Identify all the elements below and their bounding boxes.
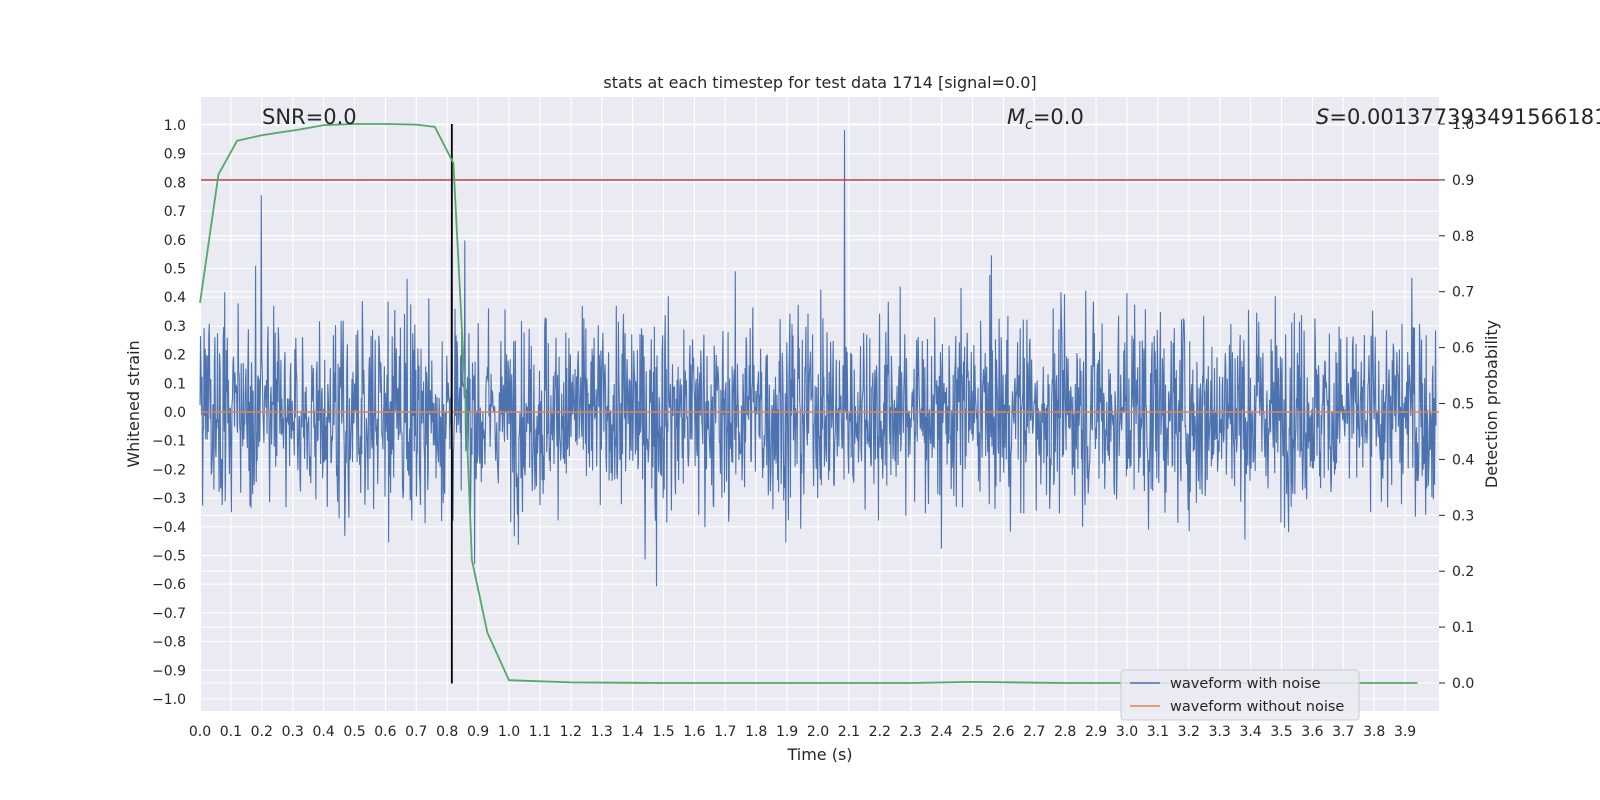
x-tick-label: 2.1	[838, 724, 860, 740]
y-tick-label: 0.9	[164, 147, 186, 163]
mc-symbol: M	[1007, 105, 1025, 129]
y-tick-label: −0.2	[152, 462, 186, 478]
x-tick-label: 1.5	[652, 724, 674, 740]
x-tick-label: 0.5	[343, 724, 365, 740]
y2-tick-label: 0.7	[1452, 285, 1474, 301]
x-tick-labels: 0.0 0.1 0.2 0.3 0.4 0.5 0.6 0.7 0.8 0.9 1.0 1.1 1.2 1…	[189, 724, 1416, 740]
y2-tick-label: 0.5	[1452, 397, 1474, 413]
x-tick-label: 1.7	[714, 724, 736, 740]
mc-annotation: Mc=0.0	[1007, 105, 1084, 133]
x-tick-label: 3.2	[1178, 724, 1200, 740]
y-tick-labels: 1.0 0.9 0.8 0.7 0.6 0.5 0.4 0.3 0.2 0.1 0.0 −0.1 −0.…	[152, 118, 186, 708]
y2-tick-labels: 1.00.90.80.70.60.50.40.30.20.10.0	[1439, 117, 1474, 692]
x-tick-label: 0.4	[312, 724, 334, 740]
x-tick-label: 2.3	[900, 724, 922, 740]
x-tick-label: 2.0	[807, 724, 829, 740]
y-tick-label: −0.7	[152, 606, 186, 622]
x-tick-label: 1.0	[498, 724, 520, 740]
x-tick-label: 2.2	[869, 724, 891, 740]
x-tick-label: 3.6	[1301, 724, 1323, 740]
y2-tick-label: 0.8	[1452, 229, 1474, 245]
y-tick-label: 0.2	[164, 348, 186, 364]
y2-tick-label: 0.3	[1452, 508, 1474, 524]
x-tick-label: 1.8	[745, 724, 767, 740]
y-tick-label: 0.3	[164, 319, 186, 335]
x-tick-label: 1.1	[529, 724, 551, 740]
y-tick-label: −0.9	[152, 663, 186, 679]
y-tick-label: 0.0	[164, 405, 186, 421]
x-tick-label: 2.9	[1085, 724, 1107, 740]
s-symbol: S	[1316, 105, 1329, 129]
y2-tick-label: 0.1	[1452, 620, 1474, 636]
x-tick-label: 0.8	[436, 724, 458, 740]
x-tick-label: 1.9	[776, 724, 798, 740]
x-tick-label: 1.3	[591, 724, 613, 740]
y-tick-label: −0.4	[152, 520, 186, 536]
y-tick-label: 0.4	[164, 290, 186, 306]
y-tick-label: −0.5	[152, 549, 186, 565]
y-tick-label: 0.1	[164, 376, 186, 392]
x-tick-label: 3.4	[1239, 724, 1261, 740]
legend: waveform with noise waveform without noi…	[1121, 670, 1359, 720]
x-tick-label: 3.1	[1147, 724, 1169, 740]
x-tick-label: 2.8	[1054, 724, 1076, 740]
y-tick-label: −0.1	[152, 434, 186, 450]
x-tick-label: 2.4	[930, 724, 952, 740]
s-value: =0.0013773934915661812	[1329, 105, 1600, 129]
x-tick-label: 2.7	[1023, 724, 1045, 740]
x-tick-label: 1.6	[683, 724, 705, 740]
x-tick-label: 3.8	[1363, 724, 1385, 740]
y2-axis-label: Detection probability	[1482, 320, 1501, 488]
x-tick-label: 3.3	[1209, 724, 1231, 740]
y2-tick-label: 0.4	[1452, 452, 1474, 468]
x-tick-label: 1.2	[560, 724, 582, 740]
y2-tick-label: 0.0	[1452, 676, 1474, 692]
y-tick-label: 0.7	[164, 204, 186, 220]
x-tick-label: 2.5	[961, 724, 983, 740]
x-tick-label: 3.9	[1394, 724, 1416, 740]
y-tick-label: 0.6	[164, 233, 186, 249]
y-tick-label: 0.5	[164, 262, 186, 278]
y2-tick-label: 0.2	[1452, 564, 1474, 580]
y-tick-label: −1.0	[152, 692, 186, 708]
x-tick-label: 3.0	[1116, 724, 1138, 740]
y-tick-label: −0.6	[152, 577, 186, 593]
x-tick-label: 3.7	[1332, 724, 1354, 740]
chart-title: stats at each timestep for test data 171…	[603, 73, 1036, 92]
x-tick-label: 0.1	[220, 724, 242, 740]
x-axis-label: Time (s)	[786, 745, 852, 764]
y2-tick-label: 0.9	[1452, 173, 1474, 189]
y2-tick-label: 0.6	[1452, 341, 1474, 357]
x-tick-label: 0.7	[405, 724, 427, 740]
s-annotation: S=0.0013773934915661812	[1316, 105, 1600, 129]
x-tick-label: 0.0	[189, 724, 211, 740]
legend-label-noise: waveform with noise	[1170, 676, 1321, 692]
y-tick-label: 1.0	[164, 118, 186, 134]
x-tick-label: 0.6	[374, 724, 396, 740]
mc-value: =0.0	[1033, 105, 1084, 129]
y-tick-label: 0.8	[164, 175, 186, 191]
legend-label-clean: waveform without noise	[1170, 699, 1344, 715]
y-tick-label: −0.8	[152, 635, 186, 651]
x-tick-label: 0.3	[282, 724, 304, 740]
y-tick-label: −0.3	[152, 491, 186, 507]
x-tick-label: 3.5	[1270, 724, 1292, 740]
x-tick-label: 0.2	[251, 724, 273, 740]
chart: 0.0 0.1 0.2 0.3 0.4 0.5 0.6 0.7 0.8 0.9 1.0 1.1 1.2 1…	[0, 0, 1600, 800]
y-axis-label: Whitened strain	[124, 340, 143, 467]
x-tick-label: 1.4	[621, 724, 643, 740]
x-tick-label: 2.6	[992, 724, 1014, 740]
snr-annotation: SNR=0.0	[262, 105, 357, 129]
x-tick-label: 0.9	[467, 724, 489, 740]
